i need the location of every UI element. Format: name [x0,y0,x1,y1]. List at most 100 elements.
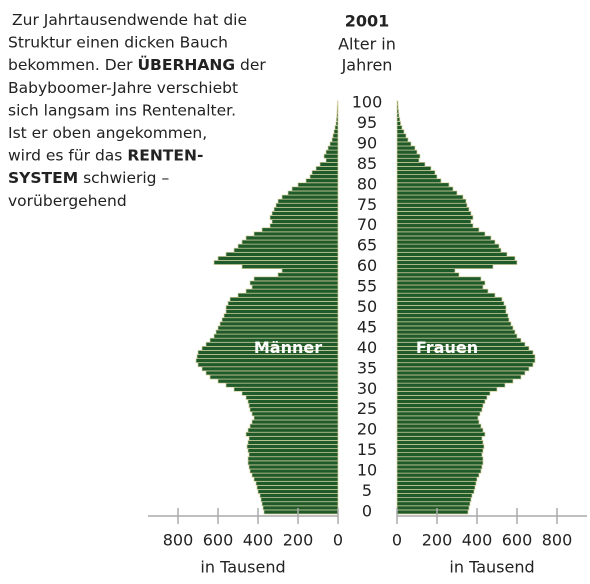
bar [309,174,339,180]
bar [396,472,480,478]
bar [396,117,401,122]
bar [396,276,482,282]
bar [396,493,473,498]
bar [251,419,339,425]
bar [319,161,339,167]
bar [335,121,339,126]
bar [396,292,496,298]
bar [215,329,339,335]
bar [269,223,339,229]
bar [325,149,339,155]
bar [396,321,512,327]
bar [396,415,479,421]
bar [201,366,339,372]
x-tick-label: 800 [542,531,573,550]
bar [327,145,339,151]
bar [333,129,339,135]
bar [249,423,339,429]
y-tick-label: 20 [357,420,377,439]
bar [396,194,464,200]
bar [247,427,339,433]
bar [315,166,339,171]
bar [396,174,438,180]
y-tick-label: 80 [357,174,377,193]
annotation-text: vorübergehend [8,191,127,209]
x-tick-label: 400 [243,531,274,550]
bar [396,378,514,384]
bar [396,223,474,229]
bar [247,460,339,466]
bar [241,239,339,245]
bar [396,489,475,494]
bar [248,403,339,409]
annotation-line: vorübergehend [8,191,127,209]
bar [396,325,514,331]
annotation-line: Zur Jahrtausendwende hat die [12,11,247,29]
bar [249,407,339,413]
bar [396,435,483,441]
bar [256,485,339,490]
bar [269,215,339,220]
y-tick-label: 100 [352,93,383,112]
bar [396,505,470,511]
bar [396,366,530,372]
bar [396,427,484,433]
bar [261,227,339,233]
y-tick-label: 30 [357,379,377,398]
bar [237,292,339,298]
bar [396,256,516,261]
bar [396,211,472,216]
bar [396,480,477,486]
x-tick-label: 200 [422,531,453,550]
bar [245,288,339,294]
bar [287,190,339,196]
bar [396,264,494,270]
annotation-line: Ist er oben angekommen, [8,124,207,142]
bar [396,313,509,319]
bar [396,362,534,368]
bar [396,251,508,257]
bar [225,251,339,257]
bar [336,117,339,122]
annotation-line: Babyboomer-Jahre verschiebt [8,78,238,96]
bar [323,153,339,159]
bar [396,121,401,126]
bar [396,284,484,290]
bar [396,235,492,241]
bar [248,435,339,441]
bar [396,485,476,490]
bar [396,497,472,503]
bar [253,476,339,482]
annotation-line: sich langsam ins Rentenalter. [8,101,236,119]
bar [217,378,339,384]
bar [275,202,339,208]
bar [396,206,470,212]
bar [396,272,460,278]
bar [259,493,339,498]
bar [334,125,339,130]
bar [396,219,472,225]
bar [260,497,339,503]
bar [396,309,507,314]
bar [297,182,339,188]
bar [217,256,339,261]
bar [205,370,339,376]
y-tick-label: 65 [357,236,377,255]
bar [396,448,484,454]
bar [217,325,339,331]
annotation-text: Struktur einen dicken Bauch [8,33,228,51]
bar [396,374,522,380]
x-axis-label: in Tausend [449,558,534,577]
bar [262,505,339,511]
bar [311,170,339,175]
bar [277,272,339,278]
bar [291,186,339,192]
bar [237,243,339,249]
bar [195,358,339,364]
bar [241,390,339,396]
bar [396,243,500,249]
bar [277,198,339,204]
bar [247,456,339,462]
bar [396,231,486,237]
